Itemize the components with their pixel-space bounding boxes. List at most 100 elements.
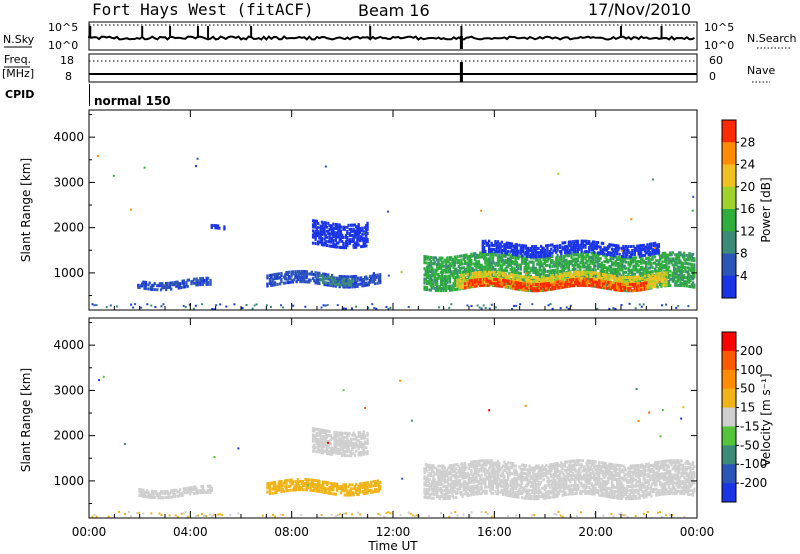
freq-tick-high: 18	[60, 54, 74, 67]
echo-cell	[277, 484, 281, 488]
echo-cell	[542, 250, 545, 254]
echo-cell	[498, 268, 501, 272]
echo-cell	[504, 276, 507, 280]
echo-cell	[514, 270, 517, 274]
echo-cell	[574, 250, 577, 254]
echo-cell	[567, 271, 571, 275]
echo-cell	[665, 257, 668, 261]
echo-cell	[327, 487, 330, 491]
echo-cell	[653, 280, 657, 284]
echo-cell	[686, 258, 690, 262]
echo-cell	[346, 279, 349, 283]
echo-cell	[507, 279, 510, 283]
echo-cell	[170, 287, 173, 291]
echo-cell	[330, 232, 334, 236]
echo-cell	[623, 264, 626, 268]
echo-cell	[469, 285, 472, 289]
echo-cell	[477, 278, 481, 282]
echo-cell	[476, 261, 479, 265]
echo-cell	[377, 279, 381, 283]
echo-cell	[627, 256, 630, 260]
echo-cell	[471, 276, 474, 280]
echo-cell	[427, 261, 430, 265]
echo-cell	[251, 307, 254, 310]
echo-cell	[447, 260, 450, 264]
echo-cell	[499, 277, 502, 281]
echo-cell	[361, 484, 364, 488]
echo-cell	[365, 230, 368, 234]
echo-cell	[640, 250, 643, 254]
echo-cell	[467, 255, 471, 259]
echo-cell	[496, 263, 500, 267]
echo-cell	[290, 270, 293, 274]
echo-cell	[241, 306, 244, 309]
echo-cell	[684, 259, 687, 263]
echo-cell	[453, 282, 457, 286]
echo-cell	[436, 280, 439, 284]
echo-cell	[329, 492, 332, 496]
echo-cell	[140, 306, 143, 309]
echo-cell	[485, 263, 488, 267]
echo-cell	[348, 285, 351, 289]
echo-cell	[674, 283, 677, 287]
echo-cell	[371, 303, 374, 306]
echo-cell	[458, 286, 462, 290]
echo-cell	[505, 275, 509, 279]
echo-cell	[301, 278, 305, 282]
echo-cell	[488, 263, 491, 267]
echo-cell	[462, 266, 465, 270]
echo-cell	[123, 513, 126, 516]
echo-cell	[485, 277, 488, 281]
echo-cell	[346, 229, 349, 233]
echo-cell	[429, 278, 433, 282]
echo-cell	[327, 277, 330, 281]
echo-cell	[280, 513, 283, 516]
echo-cell	[379, 514, 382, 517]
echo-cell	[441, 260, 444, 264]
echo-cell	[348, 493, 351, 497]
echo-cell	[599, 279, 602, 283]
echo-cell	[168, 491, 172, 495]
echo-cell	[617, 264, 620, 268]
echo-cell	[581, 245, 585, 249]
echo-cell	[678, 257, 681, 261]
echo-cell	[218, 226, 221, 230]
echo-cell	[158, 496, 161, 500]
echo-cell	[353, 275, 357, 279]
echo-cell	[659, 254, 662, 258]
echo-cell	[524, 266, 528, 270]
echo-cell	[271, 491, 274, 495]
echo-cell	[329, 276, 332, 280]
echo-cell	[296, 270, 300, 274]
echo-cell	[509, 282, 512, 286]
echo-cell	[486, 241, 490, 245]
echo-cell	[514, 283, 517, 287]
echo-cell	[548, 278, 552, 282]
echo-cell	[433, 260, 436, 264]
echo-cell	[447, 266, 450, 270]
echo-cell	[444, 284, 448, 288]
echo-cell	[610, 251, 614, 255]
echo-cell	[669, 277, 672, 281]
echo-cell	[495, 278, 498, 282]
echo-cell	[317, 438, 320, 442]
echo-cell	[324, 221, 327, 225]
echo-cell	[551, 283, 554, 287]
echo-cell	[514, 256, 517, 260]
echo-cell	[465, 271, 468, 275]
echo-cell	[161, 286, 164, 290]
echo-cell	[294, 484, 297, 488]
echo-cell	[334, 515, 337, 518]
echo-cell	[638, 270, 642, 274]
echo-cell	[488, 265, 491, 269]
echo-cell	[162, 284, 165, 288]
echo-cell	[325, 235, 329, 239]
echo-cell	[301, 480, 305, 484]
echo-cell	[357, 276, 360, 280]
echo-cell	[313, 279, 316, 283]
echo-cell	[515, 269, 519, 273]
echo-cell	[633, 272, 636, 276]
echo-cell	[619, 288, 623, 292]
echo-cell	[154, 492, 158, 496]
echo-cell	[648, 283, 652, 287]
